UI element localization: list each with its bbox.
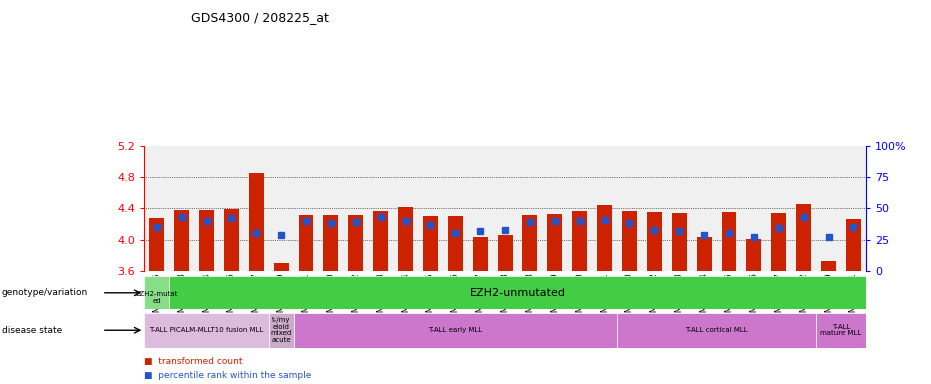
Text: T-ALL PICALM-MLLT10 fusion MLL: T-ALL PICALM-MLLT10 fusion MLL: [149, 327, 263, 333]
Bar: [796, 204, 811, 271]
Bar: [747, 239, 762, 271]
Bar: [174, 210, 189, 271]
Bar: [696, 237, 711, 271]
Text: T-ALL
mature MLL: T-ALL mature MLL: [820, 324, 861, 336]
Text: disease state: disease state: [2, 326, 62, 335]
Text: T-ALL early MLL: T-ALL early MLL: [428, 327, 482, 333]
Bar: [672, 213, 687, 271]
Bar: [547, 214, 562, 271]
Bar: [274, 263, 289, 271]
Text: t-/my
eloid
mixed
acute: t-/my eloid mixed acute: [271, 318, 291, 343]
Bar: [423, 216, 438, 271]
Text: EZH2-unmutated: EZH2-unmutated: [469, 288, 565, 298]
Bar: [622, 211, 637, 271]
Bar: [522, 215, 537, 271]
Bar: [617, 313, 816, 348]
Bar: [293, 313, 617, 348]
Bar: [573, 212, 587, 271]
Bar: [497, 235, 513, 271]
Bar: [473, 237, 488, 271]
Bar: [647, 212, 662, 271]
Bar: [199, 210, 214, 271]
Bar: [597, 205, 612, 271]
Bar: [144, 313, 269, 348]
Bar: [846, 219, 861, 271]
Bar: [299, 215, 314, 271]
Bar: [224, 209, 239, 271]
Bar: [373, 211, 388, 271]
Text: ■  transformed count: ■ transformed count: [144, 357, 243, 366]
Bar: [448, 216, 463, 271]
Bar: [249, 173, 263, 271]
Text: EZH2-mutat
ed: EZH2-mutat ed: [136, 291, 178, 304]
Text: genotype/variation: genotype/variation: [2, 288, 88, 297]
Bar: [816, 313, 866, 348]
Bar: [821, 262, 836, 271]
Bar: [149, 218, 164, 271]
Bar: [398, 207, 413, 271]
Bar: [722, 212, 736, 271]
Bar: [144, 276, 169, 309]
Bar: [348, 215, 363, 271]
Text: ■  percentile rank within the sample: ■ percentile rank within the sample: [144, 371, 312, 380]
Text: T-ALL cortical MLL: T-ALL cortical MLL: [685, 327, 748, 333]
Bar: [771, 213, 786, 271]
Bar: [269, 313, 293, 348]
Text: GDS4300 / 208225_at: GDS4300 / 208225_at: [191, 12, 329, 25]
Bar: [323, 215, 338, 271]
